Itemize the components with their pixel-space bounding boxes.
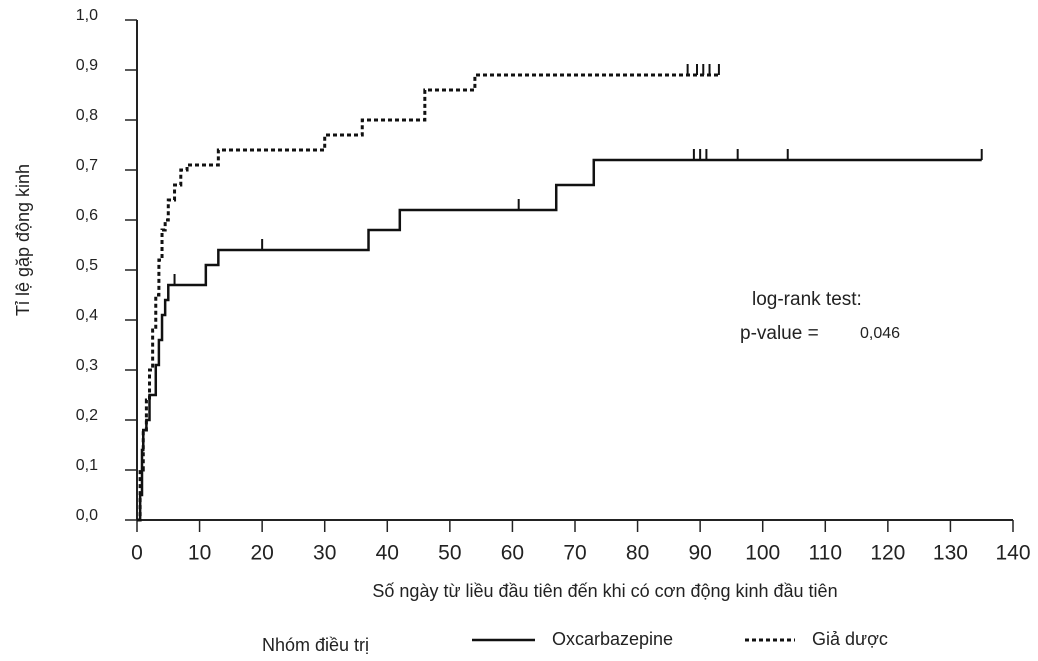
step-line: [137, 158, 982, 522]
x-tick-label: 140: [995, 542, 1030, 565]
x-tick-label: 120: [870, 542, 905, 565]
x-tick-label: 90: [688, 542, 711, 565]
y-tick-label: 0,9: [76, 57, 98, 74]
x-tick-label: 100: [745, 542, 780, 565]
x-tick-label: 80: [626, 542, 649, 565]
y-tick-label: 0,4: [76, 307, 98, 324]
y-tick-label: 0,8: [76, 107, 98, 124]
legend-label: Oxcarbazepine: [552, 629, 673, 649]
x-tick-label: 110: [809, 542, 842, 565]
x-tick-label: 50: [438, 542, 461, 565]
x-tick-label: 30: [313, 542, 336, 565]
y-tick-label: 0,6: [76, 207, 98, 224]
x-tick-label: 10: [188, 542, 211, 565]
y-tick-label: 0,2: [76, 407, 98, 424]
annotation: p-value =: [740, 323, 819, 344]
x-tick-label: 130: [933, 542, 968, 565]
x-tick-label: 70: [563, 542, 586, 565]
y-tick-label: 0,1: [76, 457, 98, 474]
x-tick-label: 40: [376, 542, 399, 565]
x-tick-label: 20: [250, 542, 273, 565]
x-tick-label: 0: [131, 542, 143, 565]
y-tick-label: 0,5: [76, 257, 98, 274]
x-tick-label: 60: [501, 542, 524, 565]
y-tick-label: 0,7: [76, 157, 98, 174]
y-axis-label: Tỉ lệ gặp động kinh: [13, 164, 33, 316]
annotation: 0,046: [860, 325, 900, 342]
annotation: log-rank test:: [752, 289, 862, 310]
y-tick-label: 0,0: [76, 507, 98, 524]
step-line: [137, 73, 719, 522]
y-tick-label: 0,3: [76, 357, 98, 374]
legend-label: Giả dược: [812, 629, 888, 649]
x-axis-label: Số ngày từ liều đầu tiên đến khi có cơn …: [372, 581, 837, 601]
y-tick-label: 1,0: [76, 7, 98, 24]
legend-title: Nhóm điều trị: [262, 635, 369, 655]
